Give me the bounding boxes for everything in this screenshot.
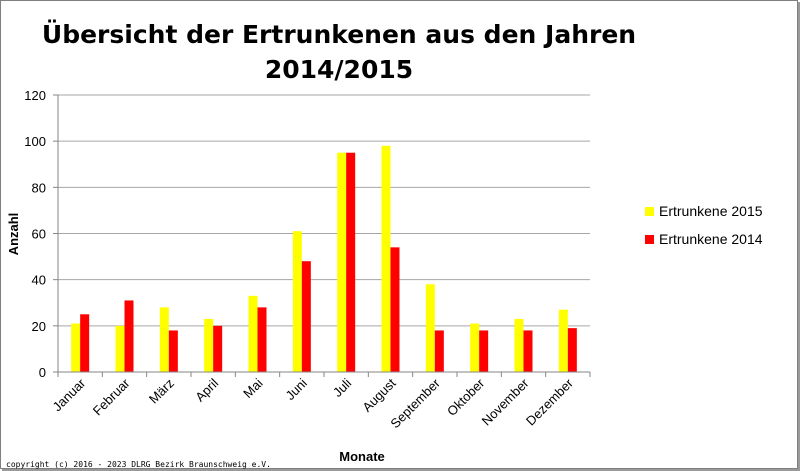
axes bbox=[53, 94, 591, 377]
bar-2015 bbox=[381, 145, 391, 372]
bar-2014 bbox=[346, 152, 356, 372]
bar-2014 bbox=[301, 261, 311, 372]
chart-title-line1: Übersicht der Ertrunkenen aus den Jahren bbox=[42, 19, 636, 49]
x-tick-label: Oktober bbox=[444, 375, 488, 419]
bar-2014 bbox=[124, 300, 134, 372]
legend-swatch bbox=[645, 235, 654, 244]
y-tick-label: 120 bbox=[24, 88, 46, 103]
gridlines bbox=[58, 94, 590, 327]
bar-2015 bbox=[159, 307, 169, 372]
x-tick-label: April bbox=[192, 375, 221, 404]
bar-2015 bbox=[558, 309, 568, 372]
y-tick-label: 40 bbox=[32, 273, 46, 288]
legend-entry: Ertrunkene 2015 bbox=[659, 203, 763, 219]
bar-2014 bbox=[257, 307, 267, 372]
x-tick-label: August bbox=[359, 375, 398, 414]
y-tick-label: 100 bbox=[24, 134, 46, 149]
x-tick-label: Juli bbox=[330, 375, 354, 399]
bar-2015 bbox=[337, 152, 347, 372]
bar-2015 bbox=[71, 323, 81, 372]
x-tick-labels: Januar Februar März April Mai Juni Juli AugustS… bbox=[50, 375, 577, 431]
legend-entry: Ertrunkene 2014 bbox=[659, 231, 763, 247]
y-tick-labels: 0 20 40 60 80 100 120 bbox=[24, 88, 46, 380]
bar-2015 bbox=[425, 284, 435, 372]
legend-swatch bbox=[645, 207, 654, 216]
bar-2015 bbox=[204, 318, 214, 372]
y-tick-label: 0 bbox=[39, 365, 46, 380]
bar-2015 bbox=[514, 318, 524, 372]
x-tick-label: Dezember bbox=[523, 375, 576, 428]
chart-title-line2: 2014/2015 bbox=[265, 55, 413, 84]
y-tick-label: 80 bbox=[32, 180, 46, 195]
y-axis-label: Anzahl bbox=[6, 213, 21, 256]
bar-2015 bbox=[115, 325, 125, 372]
copyright-text: copyright (c) 2016 - 2023 DLRG Bezirk Br… bbox=[6, 460, 271, 469]
bar-2014 bbox=[213, 325, 223, 372]
bar-2015 bbox=[470, 323, 480, 372]
x-tick-label: Mai bbox=[240, 375, 265, 400]
x-tick-label: Januar bbox=[50, 375, 89, 414]
bar-2014 bbox=[80, 314, 90, 372]
bar-2014 bbox=[523, 330, 533, 372]
x-tick-label: Februar bbox=[90, 375, 133, 418]
y-tick-label: 20 bbox=[32, 319, 46, 334]
x-tick-label: November bbox=[479, 375, 532, 428]
bar-2014 bbox=[168, 330, 178, 372]
bars bbox=[71, 145, 577, 372]
bar-2014 bbox=[434, 330, 444, 372]
y-tick-label: 60 bbox=[32, 227, 46, 242]
bar-2014 bbox=[390, 247, 400, 372]
bar-2014 bbox=[479, 330, 489, 372]
x-tick-label: Juni bbox=[282, 375, 310, 403]
legend: Ertrunkene 2015 Ertrunkene 2014 bbox=[645, 203, 763, 247]
x-axis-label: Monate bbox=[339, 449, 385, 464]
x-tick-label: März bbox=[146, 376, 177, 407]
bar-2014 bbox=[567, 328, 577, 372]
bar-2015 bbox=[248, 295, 258, 372]
bar-2015 bbox=[292, 231, 302, 372]
